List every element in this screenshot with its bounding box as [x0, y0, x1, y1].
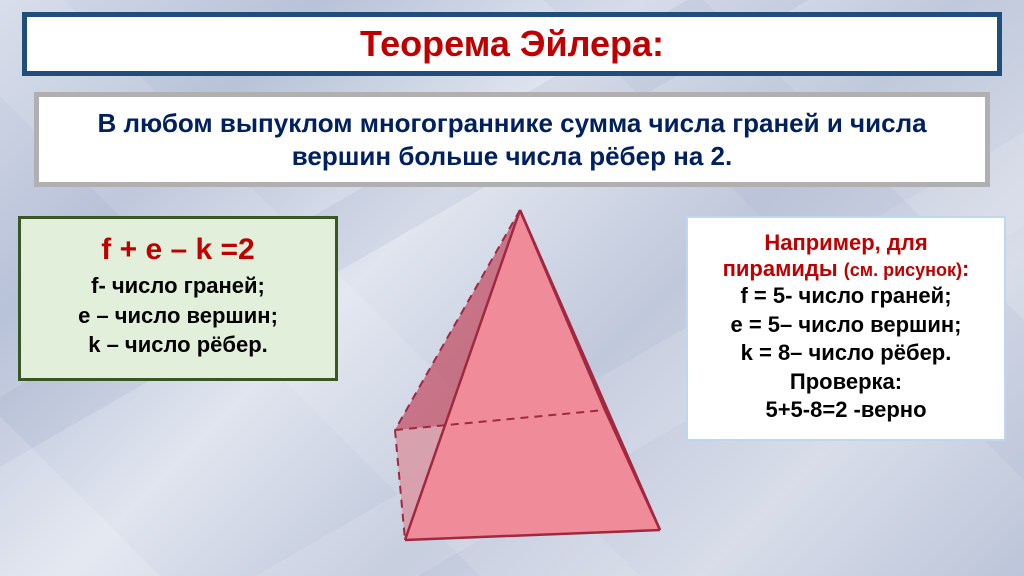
- formula-k: k – число рёбер.: [33, 330, 323, 360]
- formula-f: f- число граней;: [33, 271, 323, 301]
- title-box: Теорема Эйлера:: [22, 12, 1002, 76]
- formula-equation: f + e – k =2: [33, 233, 323, 267]
- example-k: k = 8– число рёбер.: [696, 339, 996, 368]
- formula-box: f + e – k =2 f- число граней; e – число …: [18, 216, 338, 381]
- example-f: f = 5- число граней;: [696, 282, 996, 311]
- example-e: e = 5– число вершин;: [696, 311, 996, 340]
- example-box: Например, для пирамиды (см. рисунок): f …: [686, 216, 1006, 441]
- example-head-2a: пирамиды: [723, 256, 844, 281]
- theorem-text: В любом выпуклом многограннике сумма чис…: [97, 108, 926, 171]
- example-head-1: Например, для: [696, 230, 996, 256]
- title-text: Теорема Эйлера:: [360, 23, 664, 64]
- example-head-2c: :: [962, 256, 969, 281]
- example-check-label: Проверка:: [696, 368, 996, 397]
- pyramid-diagram: [350, 200, 690, 570]
- theorem-statement: В любом выпуклом многограннике сумма чис…: [34, 92, 990, 187]
- example-head-2b: (см. рисунок): [844, 260, 962, 280]
- formula-e: e – число вершин;: [33, 301, 323, 331]
- example-check-calc: 5+5-8=2 -верно: [696, 396, 996, 425]
